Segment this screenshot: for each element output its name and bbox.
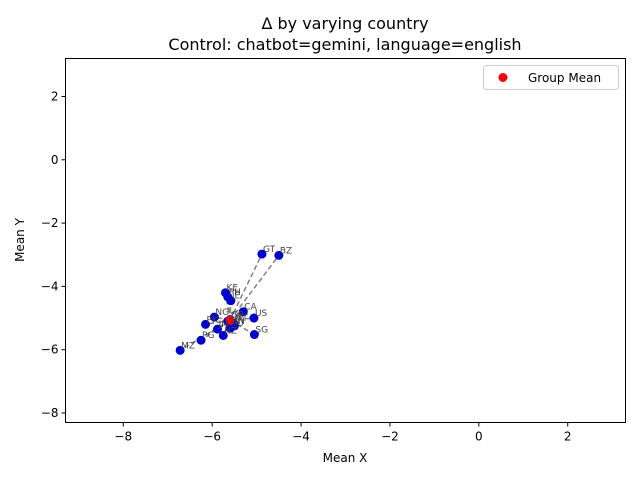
y-tick-label: −2 bbox=[41, 216, 59, 230]
point-label-ke: KE bbox=[227, 284, 239, 294]
y-tick-label: −6 bbox=[41, 343, 59, 357]
y-tick-label: −8 bbox=[41, 406, 59, 420]
point-label-mz: MZ bbox=[181, 341, 195, 351]
legend-box bbox=[483, 65, 619, 90]
point-nz bbox=[218, 330, 228, 340]
y-tick-label: 0 bbox=[51, 153, 59, 167]
point-bz bbox=[274, 250, 284, 260]
point-pg bbox=[196, 335, 206, 345]
x-tick-label: 2 bbox=[564, 430, 572, 444]
point-us bbox=[249, 313, 259, 323]
point-label-au: AU bbox=[231, 319, 244, 329]
point-gt bbox=[257, 249, 267, 259]
link-bz bbox=[229, 254, 280, 321]
x-axis-ticks: −8 −6 −4 −2 0 2 bbox=[114, 422, 572, 444]
x-tick-label: 0 bbox=[475, 430, 483, 444]
y-tick-label: −4 bbox=[41, 279, 59, 293]
point-ng bbox=[209, 312, 219, 322]
legend: Group Mean bbox=[483, 65, 619, 90]
x-axis-label: Mean X bbox=[323, 451, 368, 465]
x-tick-label: −6 bbox=[203, 430, 221, 444]
chart-title: Δ by varying country bbox=[261, 14, 428, 33]
link-gt bbox=[229, 253, 263, 321]
point-label-ng: NG bbox=[215, 308, 229, 318]
point-label-us: US bbox=[255, 309, 268, 319]
legend-group-mean-marker bbox=[498, 73, 508, 82]
point-label-mt: MT bbox=[235, 314, 249, 324]
x-tick-label: −4 bbox=[292, 430, 310, 444]
data-points bbox=[175, 249, 284, 355]
point-label-nz: NZ bbox=[224, 326, 237, 336]
point-ca bbox=[238, 307, 248, 317]
point-label-in: IN bbox=[235, 317, 244, 327]
point-ie bbox=[226, 296, 236, 306]
y-axis-ticks: −8 −6 −4 −2 0 2 bbox=[41, 89, 66, 420]
point-label-jm: JM bbox=[218, 320, 229, 330]
group-mean-marker bbox=[225, 315, 235, 325]
x-tick-label: −8 bbox=[114, 430, 132, 444]
point-label-gb: GB bbox=[231, 311, 244, 321]
y-axis-label: Mean Y bbox=[13, 217, 27, 262]
point-label-pk: PK bbox=[207, 315, 219, 325]
x-tick-label: −2 bbox=[381, 430, 399, 444]
group-mean-marker-layer bbox=[225, 315, 235, 325]
legend-group-mean-label: Group Mean bbox=[528, 71, 601, 85]
link-mz bbox=[179, 319, 231, 351]
point-label-ca: CA bbox=[244, 303, 257, 313]
chart-subtitle: Control: chatbot=gemini, language=englis… bbox=[168, 35, 521, 54]
point-label-ph: PH bbox=[229, 288, 241, 298]
point-au bbox=[225, 323, 235, 333]
point-label-za: ZA bbox=[229, 312, 242, 322]
point-label-bz: BZ bbox=[280, 246, 292, 256]
point-sg bbox=[249, 330, 259, 340]
point-label-pg: PG bbox=[202, 331, 214, 341]
point-jm bbox=[213, 324, 222, 334]
point-label-sg: SG bbox=[255, 326, 268, 336]
plot-frame bbox=[65, 58, 626, 423]
point-mz bbox=[175, 345, 185, 355]
point-label-gt: GT bbox=[263, 245, 276, 255]
point-label-ie: IE bbox=[232, 292, 241, 302]
point-pk bbox=[201, 319, 210, 329]
y-tick-label: 2 bbox=[51, 89, 59, 103]
